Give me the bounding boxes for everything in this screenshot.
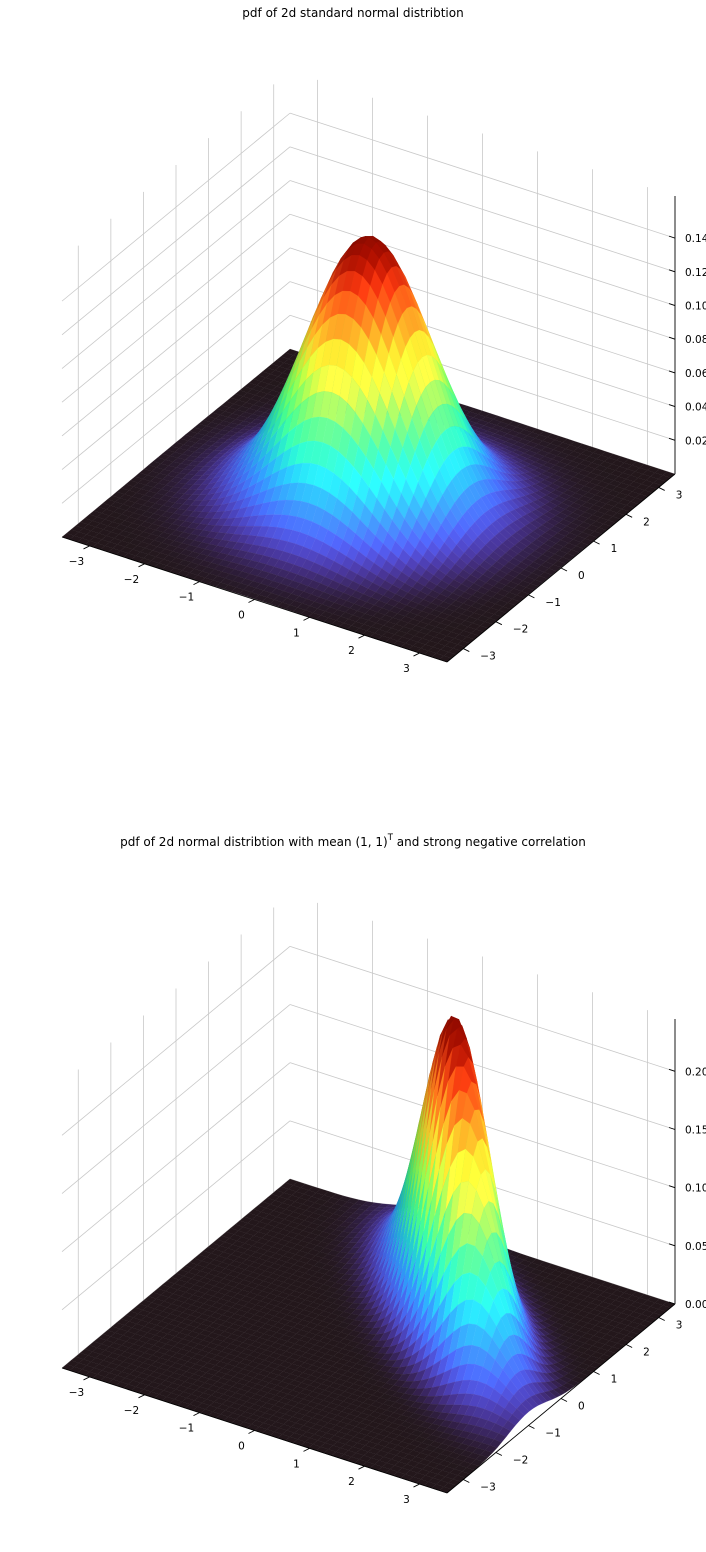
x-tick-label: 3: [403, 663, 410, 675]
z-tick-label: 0.08: [685, 334, 706, 346]
x-tick-label: 2: [348, 645, 355, 657]
y-tick: [625, 513, 633, 518]
y-tick-label: −3: [480, 651, 495, 663]
grid-line-z-left: [61, 180, 291, 369]
z-tick-label: 0.04: [685, 402, 706, 414]
y-tick: [593, 540, 600, 545]
x-tick-label: 0: [238, 610, 245, 622]
x-tick: [193, 581, 200, 586]
y-tick-label: 2: [643, 516, 650, 528]
x-tick-label: −2: [124, 574, 139, 586]
surface-chart-standard-normal: pdf of 2d standard normal distribtion −3…: [61, 6, 706, 675]
x-tick: [138, 563, 145, 568]
x-tick-label: −3: [69, 556, 84, 568]
grid-line-z-left: [61, 112, 291, 302]
grid-line-z-back: [289, 112, 676, 239]
y-tick-label: −1: [545, 597, 560, 609]
y-tick: [495, 621, 503, 626]
chart-title-suffix: and strong negative correlation: [393, 835, 586, 849]
grid-line-z-left: [61, 213, 291, 403]
surface-chart-correlated-normal: pdf of 2d normal distribtion with mean (…: [61, 833, 706, 1506]
chart-title-main: pdf of 2d normal distribtion with mean (…: [120, 835, 388, 849]
grid-line-z-left: [61, 146, 291, 336]
grid-line-z-left: [61, 247, 291, 437]
y-tick-label: 3: [676, 489, 683, 501]
x-tick: [303, 616, 310, 621]
y-tick-label: 1: [611, 543, 618, 555]
x-tick-label: −1: [179, 592, 194, 604]
y-tick-label: 0: [578, 570, 585, 582]
x-tick: [358, 634, 365, 639]
y-tick: [463, 648, 470, 652]
grid-lines: [61, 79, 676, 524]
grid-line-z-left: [61, 314, 291, 504]
grid-line-z-left: [61, 281, 291, 470]
x-tick: [83, 545, 90, 550]
chart-title: pdf of 2d normal distribtion with mean (…: [120, 833, 586, 849]
x-tick: [248, 599, 255, 603]
z-tick-label: 0.14: [685, 233, 706, 245]
y-tick: [528, 594, 535, 599]
z-tick-label: 0.06: [685, 368, 706, 380]
chart-title: pdf of 2d standard normal distribtion: [242, 6, 463, 20]
x-tick-label: 1: [293, 627, 300, 639]
surface: [61, 235, 676, 663]
z-tick-label: 0.12: [685, 267, 706, 279]
z-tick-label: 0.02: [685, 435, 706, 447]
x-tick: [413, 652, 420, 657]
z-tick-label: 0.10: [685, 301, 706, 313]
y-tick: [658, 487, 665, 491]
y-tick: [560, 567, 568, 572]
grid-line-z-back: [289, 146, 676, 273]
y-tick-label: −2: [513, 624, 528, 636]
grid-line-z-back: [289, 180, 676, 306]
grid-line-z-back: [289, 213, 676, 340]
